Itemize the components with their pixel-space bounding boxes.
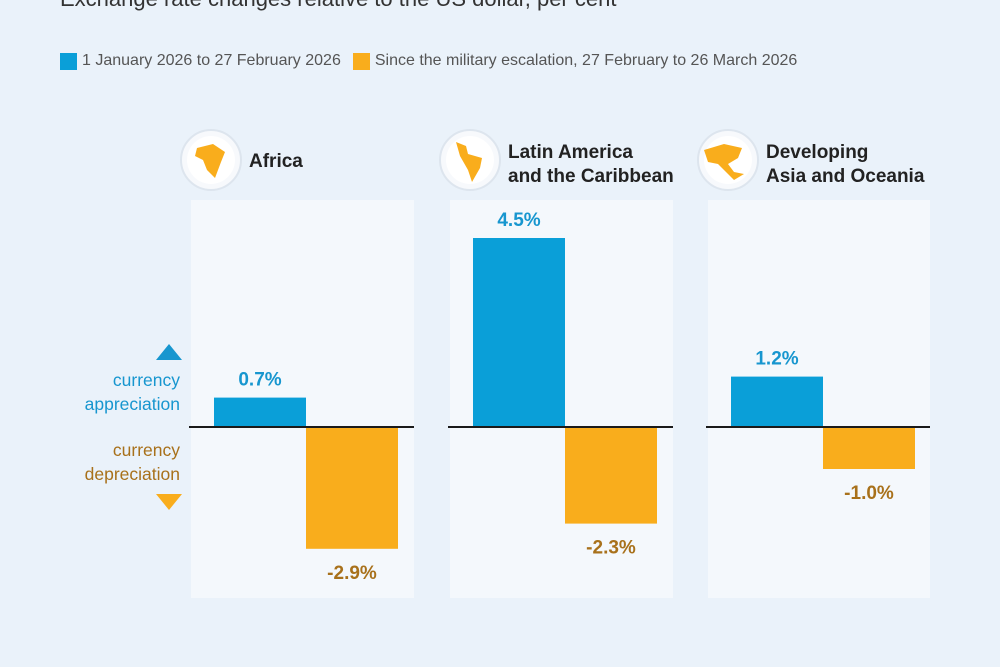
bar-0-1 [306,427,398,549]
legend: 1 January 2026 to 27 February 2026 Since… [60,52,809,70]
page-title: Exchange rate changes relative to the US… [60,0,616,12]
value-label-2-0: 1.2% [755,349,798,370]
value-label-0-0: 0.7% [238,370,281,391]
legend-item-before: 1 January 2026 to 27 February 2026 [60,52,341,70]
depreciation-label-line-1: currency [112,440,180,460]
panel-title-0-line-0: Africa [249,151,303,172]
asia-oceania-globe-icon [697,129,759,191]
panel-title-1-line-0: Latin America [508,142,633,163]
legend-label-after: Since the military escalation, 27 Februa… [374,52,798,69]
panel-title-2-line-0: Developing [766,142,868,163]
legend-item-after: Since the military escalation, 27 Februa… [352,52,798,70]
asia-oceania-shape [704,144,744,180]
latin-america-globe-icon [439,129,501,191]
bar-2-1 [823,427,915,469]
legend-label-before: 1 January 2026 to 27 February 2026 [82,52,341,69]
africa-shape [195,144,225,178]
panel-title-2-line-1: Asia and Oceania [766,166,925,187]
latin-america-shape [456,142,482,182]
bar-2-0 [731,376,823,427]
depreciation-arrow-icon [156,494,182,510]
value-label-0-1: -2.9% [327,563,377,584]
africa-globe-icon [180,129,242,191]
panel-title-1-line-1: and the Caribbean [508,166,674,187]
depreciation-label-line-2: depreciation [84,464,180,484]
currency-appreciation-label: currency appreciation [0,368,180,416]
appreciation-arrow-icon [156,344,182,360]
appreciation-label-line-2: appreciation [84,394,180,414]
legend-swatch-after [352,52,370,70]
appreciation-label-line-1: currency [112,370,180,390]
bar-0-0 [214,397,306,427]
bar-1-0 [473,238,565,427]
value-label-1-1: -2.3% [586,538,636,559]
currency-depreciation-label: currency depreciation [0,438,180,486]
value-label-2-1: -1.0% [844,483,894,504]
legend-swatch-before [60,52,77,70]
bar-1-1 [565,427,657,524]
value-label-1-0: 4.5% [497,210,540,231]
